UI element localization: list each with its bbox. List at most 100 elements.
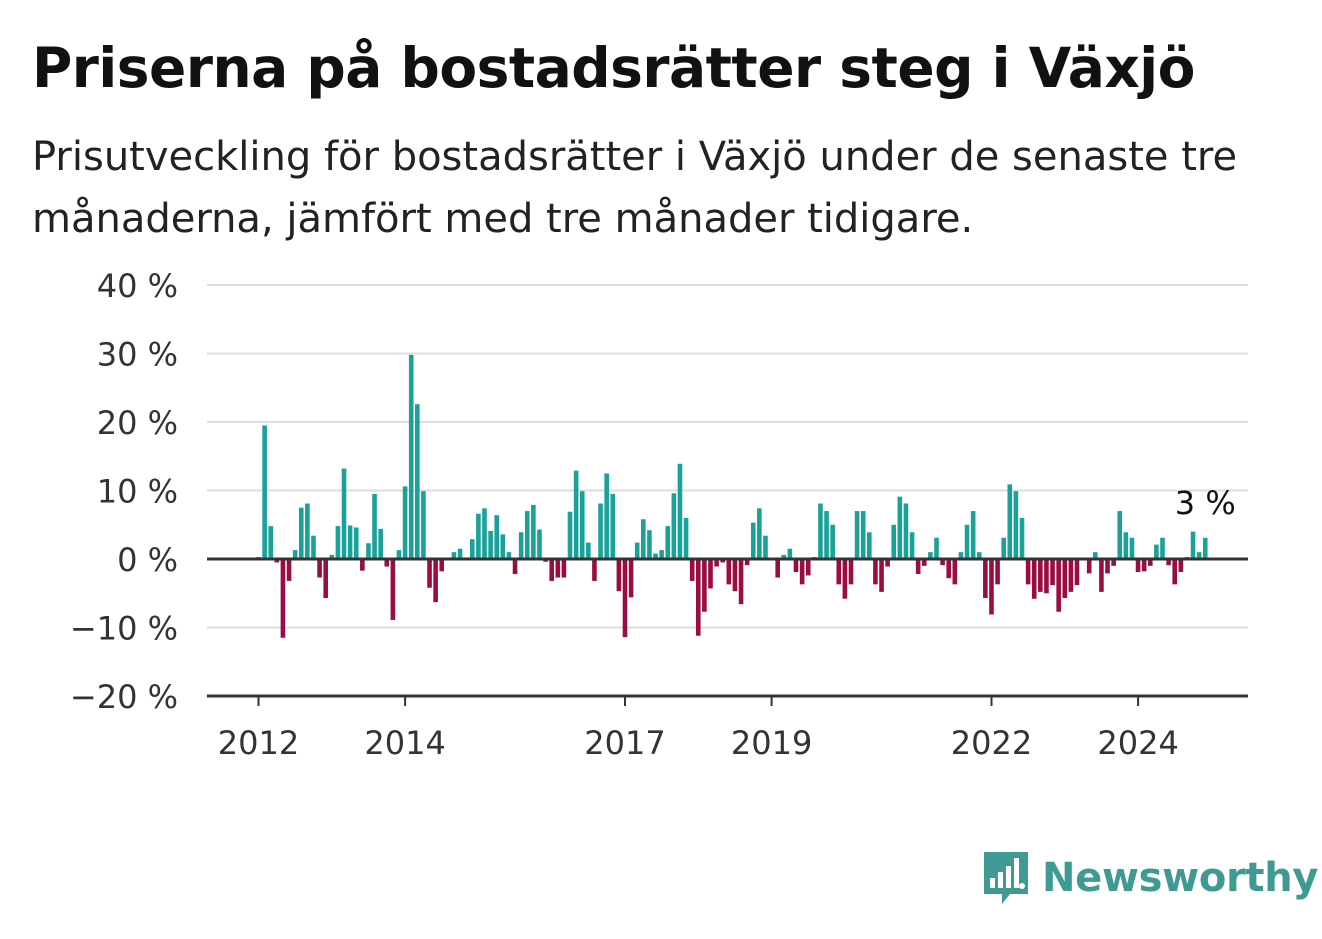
bar <box>995 559 1000 585</box>
bar <box>983 559 988 599</box>
bar <box>805 559 811 576</box>
bar <box>1099 559 1104 592</box>
bar <box>1202 537 1208 559</box>
bar <box>555 559 561 578</box>
bar <box>347 525 353 559</box>
bar <box>1038 559 1043 592</box>
bar <box>433 559 438 603</box>
bar <box>488 530 493 559</box>
y-tick-label: 10 % <box>97 473 178 511</box>
bar <box>726 559 732 585</box>
x-axis-ticks: 2012 2014 2017 2019 2022 2024 <box>218 696 1179 762</box>
bar <box>683 517 689 559</box>
bar <box>964 524 970 559</box>
bar <box>1123 532 1129 559</box>
bar <box>262 425 267 559</box>
bar <box>665 526 671 559</box>
bar <box>1007 484 1013 559</box>
y-axis-tick-labels: 40 % 30 % 20 % 10 % 0 % −10 % −20 % <box>70 267 178 716</box>
bar <box>689 559 695 581</box>
bar <box>537 529 542 559</box>
bar <box>378 528 383 559</box>
bar <box>372 493 377 559</box>
bar <box>567 511 573 559</box>
bar <box>1166 559 1171 566</box>
bar <box>616 559 622 592</box>
bar <box>1068 559 1074 592</box>
bar <box>469 539 475 559</box>
bar <box>885 559 890 567</box>
bar <box>714 559 719 567</box>
bar <box>549 559 554 581</box>
bar <box>524 511 530 559</box>
bar <box>1129 537 1135 559</box>
bar <box>738 559 744 605</box>
y-tick-label: 0 % <box>117 541 178 579</box>
bar <box>641 519 646 559</box>
bar <box>396 550 402 559</box>
bar <box>518 532 524 559</box>
bar <box>781 554 787 559</box>
bar <box>402 486 408 559</box>
chart-title: Priserna på bostadsrätter steg i Växjö <box>32 36 1195 100</box>
bar <box>305 503 310 559</box>
bar <box>952 559 958 585</box>
bar <box>598 503 603 559</box>
y-tick-label: −20 % <box>70 678 178 716</box>
bar <box>335 526 341 559</box>
bar <box>360 559 365 571</box>
bar <box>976 552 982 559</box>
y-tick-label: 40 % <box>97 267 178 305</box>
bar <box>579 491 585 559</box>
bar <box>989 559 994 615</box>
bar <box>1178 559 1184 573</box>
gridlines <box>207 284 1248 629</box>
bar <box>750 522 756 559</box>
bar <box>1031 559 1037 599</box>
bar <box>457 548 463 559</box>
bars <box>256 354 1208 638</box>
bar <box>1141 559 1147 572</box>
bar <box>622 559 628 638</box>
bar <box>1001 537 1006 559</box>
y-tick-label: −10 % <box>70 610 178 648</box>
bar <box>818 503 823 559</box>
bar <box>1160 537 1165 559</box>
bar <box>366 543 371 559</box>
bar <box>970 511 976 559</box>
bar <box>940 559 945 566</box>
bar <box>1117 511 1123 559</box>
bar <box>897 496 903 559</box>
bar <box>1044 559 1049 594</box>
bar <box>268 526 274 559</box>
bar <box>763 535 768 559</box>
bar <box>1050 559 1055 586</box>
bar <box>1154 544 1159 559</box>
bar <box>329 554 335 559</box>
bar <box>1135 559 1141 573</box>
bar <box>793 559 799 573</box>
bar <box>1172 559 1178 585</box>
bar <box>708 559 713 589</box>
bar <box>903 503 909 559</box>
bar <box>1056 559 1061 612</box>
x-tick-label: 2014 <box>364 724 445 762</box>
bar <box>280 559 286 638</box>
bar <box>1093 552 1098 559</box>
bar <box>928 552 933 559</box>
chart-subtitle: Prisutveckling för bostadsrätter i Växjö… <box>32 134 1238 242</box>
bar <box>421 491 426 559</box>
bar <box>494 515 500 559</box>
bar <box>702 559 707 612</box>
bar <box>775 559 780 578</box>
bar <box>323 559 328 599</box>
bar <box>836 559 842 585</box>
bar <box>561 559 567 578</box>
bar <box>787 548 793 559</box>
bar <box>915 559 921 575</box>
bar <box>659 550 664 559</box>
bar <box>757 508 762 559</box>
bar <box>799 559 805 585</box>
bar <box>1062 559 1068 599</box>
